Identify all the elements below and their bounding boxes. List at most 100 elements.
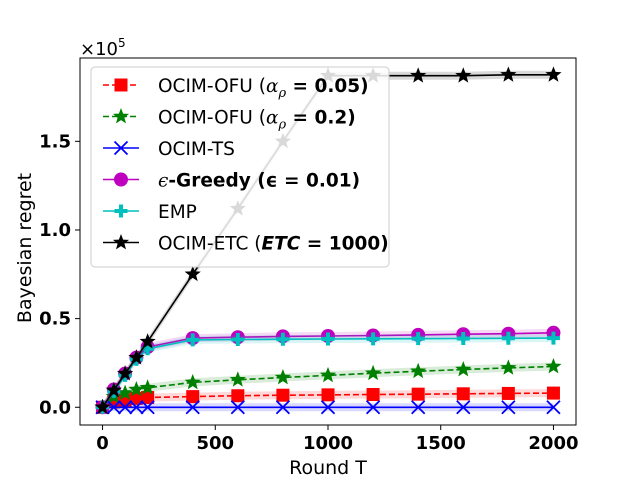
- data-point: [185, 400, 200, 415]
- data-point: [106, 400, 121, 415]
- data-point: [139, 379, 156, 395]
- data-point: [411, 387, 425, 401]
- data-point: [139, 333, 156, 349]
- legend-marker: [114, 204, 128, 218]
- x-tick-label: 1500: [416, 433, 466, 454]
- x-tick-label: 1000: [303, 433, 353, 454]
- legend-marker: [113, 140, 129, 156]
- data-point: [455, 361, 472, 377]
- data-point: [411, 400, 426, 415]
- data-point: [117, 384, 134, 400]
- data-point: [411, 332, 425, 346]
- legend: OCIM-OFU (αρ = 0.05)OCIM-OFU (αρ = 0.2)O…: [90, 66, 390, 268]
- legend-label-part: EMP: [158, 202, 197, 223]
- legend-label-math: α: [266, 76, 279, 97]
- data-point: [365, 364, 382, 381]
- data-point: [229, 371, 246, 387]
- legend-label: EMP: [158, 202, 197, 223]
- data-point: [117, 400, 133, 415]
- data-point: [231, 389, 245, 403]
- data-point: [129, 400, 144, 415]
- data-point: [320, 400, 336, 415]
- data-point: [410, 67, 427, 83]
- x-axis-label: Round T: [289, 457, 367, 479]
- data-point: [321, 388, 335, 402]
- data-point: [117, 365, 134, 381]
- legend-item-0: OCIM-OFU (αρ = 0.05): [103, 76, 369, 101]
- data-point: [186, 390, 200, 404]
- legend-label-math: α: [266, 108, 279, 129]
- data-point: [128, 349, 145, 365]
- data-point: [231, 333, 245, 347]
- legend-box: [90, 66, 390, 268]
- y-axis-multiplier: ×105: [80, 36, 126, 60]
- data-point: [186, 333, 200, 347]
- legend-marker: [114, 172, 128, 187]
- legend-label-part: OCIM-OFU (: [158, 76, 266, 97]
- legend-label: OCIM-TS: [158, 139, 235, 160]
- data-point: [366, 332, 380, 346]
- legend-item-5: OCIM-ETC (ETC = 1000): [103, 234, 389, 255]
- series-line: [102, 392, 554, 409]
- data-point: [410, 362, 427, 379]
- data-point: [184, 373, 201, 390]
- legend-label-part: = 1000): [300, 234, 388, 255]
- series-2: [95, 400, 561, 415]
- legend-label-part: = 0.2): [286, 108, 356, 129]
- data-point: [456, 331, 470, 345]
- legend-item-1: OCIM-OFU (αρ = 0.2): [103, 108, 356, 133]
- data-point: [321, 332, 335, 346]
- legend-label: ϵ-Greedy (ϵ = 0.01): [158, 171, 360, 192]
- legend-item-2: OCIM-TS: [103, 139, 235, 160]
- data-point: [230, 400, 245, 415]
- data-point: [184, 265, 201, 282]
- legend-label-part: = 0.05): [286, 76, 368, 97]
- series-band: [102, 389, 554, 412]
- data-point: [456, 400, 471, 415]
- data-point: [276, 388, 290, 402]
- legend-item-3: ϵ-Greedy (ϵ = 0.01): [103, 171, 360, 192]
- data-point: [545, 66, 562, 82]
- y-axis-label: Bayesian regret: [14, 173, 36, 323]
- y-tick-label: 1.0: [39, 220, 71, 241]
- data-point: [365, 400, 381, 415]
- legend-marker: [114, 78, 128, 92]
- legend-item-4: EMP: [103, 202, 197, 223]
- data-point: [455, 67, 472, 83]
- data-point: [105, 381, 122, 398]
- data-point: [501, 400, 516, 415]
- legend-label-part: OCIM-OFU (: [158, 108, 266, 129]
- y-tick-label: 1.5: [39, 131, 71, 152]
- x-tick-label: 2000: [528, 433, 578, 454]
- legend-label-part: OCIM-ETC (: [158, 234, 262, 255]
- data-point: [546, 386, 560, 400]
- legend-label-part: OCIM-TS: [158, 139, 235, 160]
- data-point: [141, 391, 155, 405]
- y-tick-label: 0.5: [39, 309, 71, 330]
- legend-label-part: -Greedy (ϵ = 0.01): [168, 171, 360, 192]
- data-point: [140, 400, 155, 415]
- data-point: [94, 398, 111, 415]
- x-tick-label: 0: [96, 433, 109, 454]
- y-tick-label: 0.0: [39, 397, 71, 418]
- data-point: [545, 357, 562, 374]
- legend-label-math: ETC: [262, 234, 301, 255]
- data-point: [500, 66, 517, 82]
- data-point: [276, 332, 290, 346]
- legend-marker: [112, 108, 130, 124]
- legend-label-sub: ρ: [277, 86, 286, 101]
- data-point: [319, 366, 337, 383]
- data-point: [501, 331, 515, 345]
- legend-marker: [112, 234, 130, 250]
- legend-label-sub: ρ: [277, 118, 286, 133]
- legend-label-math: ϵ: [158, 171, 169, 192]
- data-point: [500, 359, 517, 375]
- data-point: [456, 387, 470, 401]
- legend-label: OCIM-ETC (ETC = 1000): [158, 234, 389, 255]
- data-point: [275, 400, 291, 415]
- data-point: [128, 381, 145, 397]
- data-point: [546, 331, 560, 345]
- data-point: [546, 400, 561, 415]
- x-tick-label: 500: [196, 433, 234, 454]
